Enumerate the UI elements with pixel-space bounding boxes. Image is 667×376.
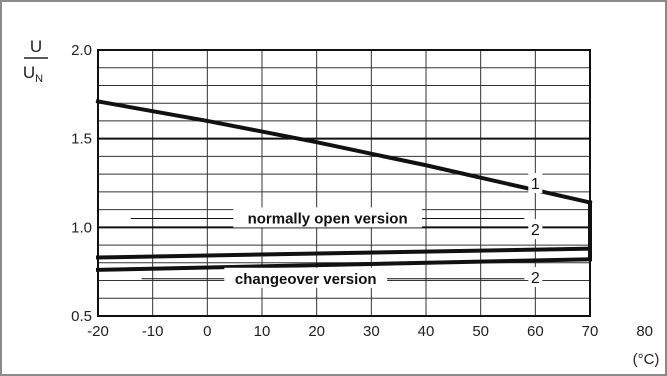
curve-label-backdrop <box>528 266 543 287</box>
y-tick-label: 1.5 <box>71 131 92 148</box>
curve-label-backdrop <box>528 219 543 240</box>
x-tick-label: 50 <box>472 323 489 340</box>
x-tick-label: 80 <box>636 323 653 340</box>
x-tick-label: 40 <box>418 323 435 340</box>
y-tick-labels: 0.5 1.0 1.5 2.0 <box>71 42 92 325</box>
x-tick-label: 10 <box>254 323 271 340</box>
series-line-1 <box>95 99 593 205</box>
x-tick-label: -10 <box>142 323 164 340</box>
annotation-leader-lines <box>130 217 525 280</box>
annotation-backdrop <box>233 207 422 228</box>
plot-area-border <box>97 49 591 317</box>
x-tick-labels: -20 -10 0 10 20 30 40 50 60 70 80 <box>87 323 653 340</box>
annotation-normally-open: normally open version <box>248 210 408 227</box>
x-tick-label: 0 <box>203 323 211 340</box>
x-tick-label: 60 <box>527 323 544 340</box>
y-axis-label-denominator: UN <box>23 63 43 85</box>
x-tick-label: 20 <box>308 323 325 340</box>
annotation-changeover: changeover version <box>235 271 377 288</box>
x-tick-label: 70 <box>582 323 599 340</box>
curve-label-backdrop <box>528 173 543 193</box>
annotation-backdrop <box>224 267 388 288</box>
y-axis-label-subscript: N <box>35 73 43 85</box>
data-series <box>95 99 593 272</box>
curve-label-label-1: 1 <box>531 176 540 193</box>
annotations: normally open version changeover version 1… <box>224 173 543 288</box>
x-tick-label: 30 <box>363 323 380 340</box>
y-axis-label-denominator-text: U <box>23 63 35 82</box>
curve-label-label-2a: 2 <box>531 222 540 239</box>
y-tick-label: 1.0 <box>71 219 92 236</box>
y-axis-label: U UN <box>23 37 48 85</box>
y-tick-label: 0.5 <box>71 308 92 325</box>
x-tick-label: -20 <box>87 323 109 340</box>
y-tick-label: 2.0 <box>71 42 92 59</box>
x-axis-unit: (°C) <box>633 351 660 368</box>
y-axis-label-numerator: U <box>30 37 42 56</box>
curve-label-label-2b: 2 <box>531 270 540 287</box>
series-line-3 <box>95 257 593 272</box>
series-line-2 <box>95 246 593 260</box>
